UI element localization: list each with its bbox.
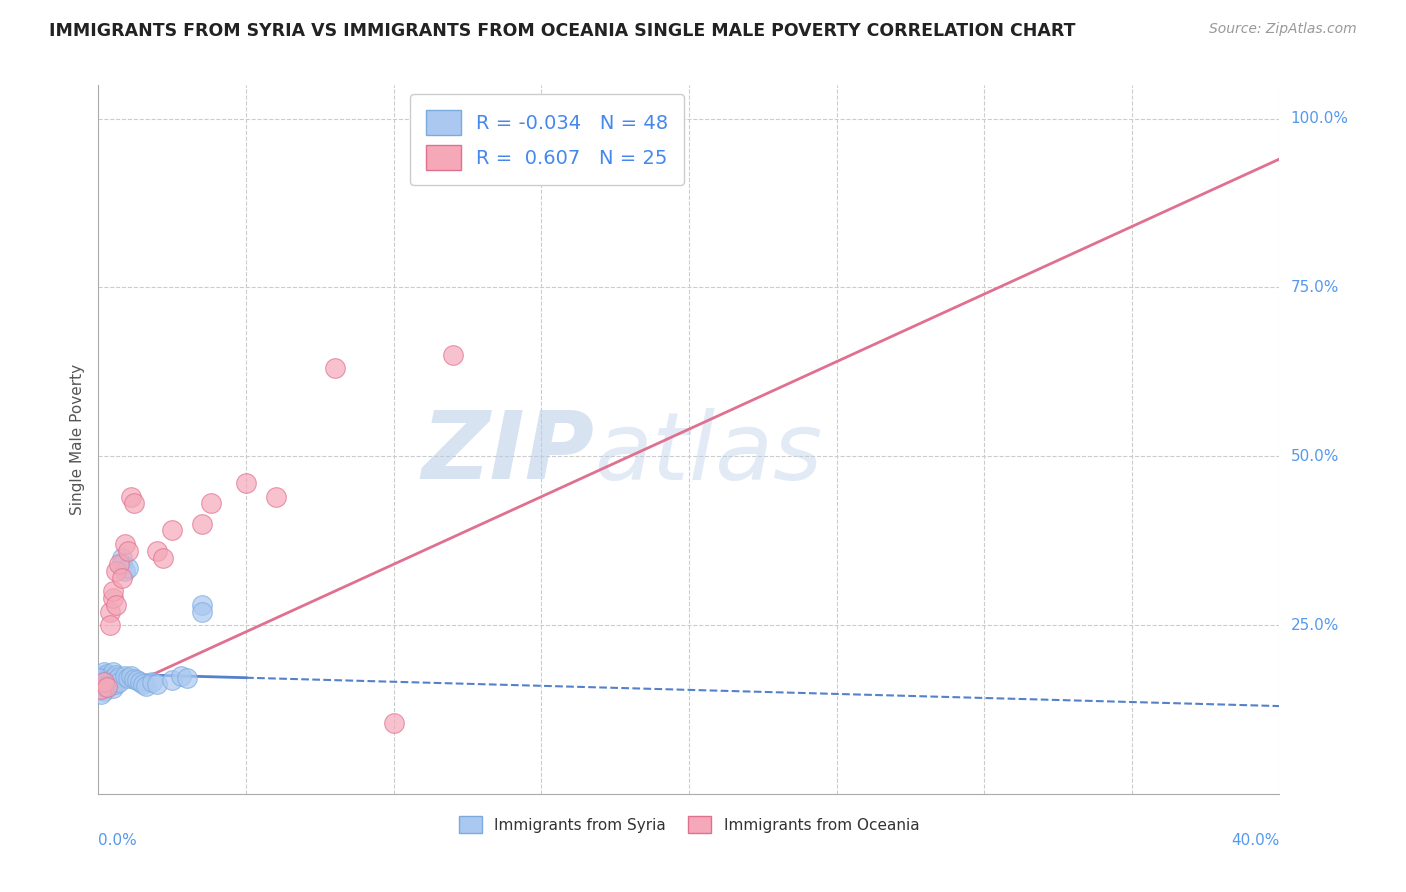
Point [93, 680, 115, 694]
Point [105, 598, 128, 612]
Point [111, 571, 134, 585]
Point [103, 584, 125, 599]
Point [323, 361, 346, 376]
Text: atlas: atlas [595, 408, 823, 499]
Point [105, 564, 128, 578]
Point [90, 682, 112, 697]
Point [90, 682, 112, 697]
Point [93, 675, 115, 690]
Text: 0.0%: 0.0% [98, 833, 138, 847]
Point [146, 677, 169, 691]
Text: ZIP: ZIP [422, 408, 595, 500]
Point [87, 671, 110, 685]
Point [93, 675, 115, 690]
Y-axis label: Single Male Poverty: Single Male Poverty [69, 364, 84, 515]
Point [105, 677, 128, 691]
Point [170, 669, 193, 683]
Point [441, 348, 464, 362]
Point [117, 671, 139, 685]
Point [93, 671, 115, 685]
Point [111, 550, 134, 565]
Point [122, 496, 145, 510]
Point [162, 524, 183, 538]
Point [96, 681, 118, 695]
Point [117, 543, 139, 558]
Point [96, 666, 118, 681]
Point [120, 490, 142, 504]
Point [93, 684, 115, 698]
Point [103, 591, 125, 605]
Point [264, 490, 287, 504]
Point [96, 680, 118, 694]
Point [103, 681, 125, 695]
Point [382, 715, 405, 730]
Text: 75.0%: 75.0% [1291, 280, 1339, 295]
Point [120, 669, 142, 683]
Point [108, 670, 131, 684]
Point [108, 674, 131, 689]
Point [90, 682, 112, 697]
Point [103, 676, 125, 690]
Point [105, 668, 128, 682]
Point [93, 679, 115, 693]
Point [108, 558, 131, 572]
Point [103, 671, 125, 685]
Point [146, 543, 169, 558]
Point [98, 669, 121, 683]
Point [176, 671, 198, 685]
Text: Source: ZipAtlas.com: Source: ZipAtlas.com [1209, 22, 1357, 37]
Point [90, 679, 112, 693]
Point [128, 675, 150, 690]
Point [200, 496, 222, 510]
Point [98, 618, 121, 632]
Point [98, 679, 121, 693]
Point [125, 673, 148, 688]
Text: 100.0%: 100.0% [1291, 111, 1348, 126]
Text: 40.0%: 40.0% [1232, 833, 1279, 847]
Point [114, 537, 136, 551]
Point [191, 516, 214, 531]
Point [235, 476, 257, 491]
Point [117, 560, 139, 574]
Point [111, 558, 134, 572]
Point [191, 598, 214, 612]
Legend: Immigrants from Syria, Immigrants from Oceania: Immigrants from Syria, Immigrants from O… [453, 810, 925, 839]
Point [135, 679, 157, 693]
Point [162, 673, 183, 688]
Point [132, 677, 155, 691]
Point [98, 673, 121, 688]
Point [90, 669, 112, 683]
Point [93, 665, 115, 680]
Text: 25.0%: 25.0% [1291, 617, 1339, 632]
Point [141, 675, 163, 690]
Point [96, 672, 118, 686]
Point [191, 605, 214, 619]
Point [114, 564, 136, 578]
Point [114, 669, 136, 683]
Point [122, 672, 145, 686]
Point [152, 550, 174, 565]
Point [96, 677, 118, 691]
Point [90, 687, 112, 701]
Point [105, 673, 128, 687]
Point [98, 605, 121, 619]
Text: 50.0%: 50.0% [1291, 449, 1339, 464]
Text: IMMIGRANTS FROM SYRIA VS IMMIGRANTS FROM OCEANIA SINGLE MALE POVERTY CORRELATION: IMMIGRANTS FROM SYRIA VS IMMIGRANTS FROM… [49, 22, 1076, 40]
Point [103, 665, 125, 680]
Point [90, 673, 112, 688]
